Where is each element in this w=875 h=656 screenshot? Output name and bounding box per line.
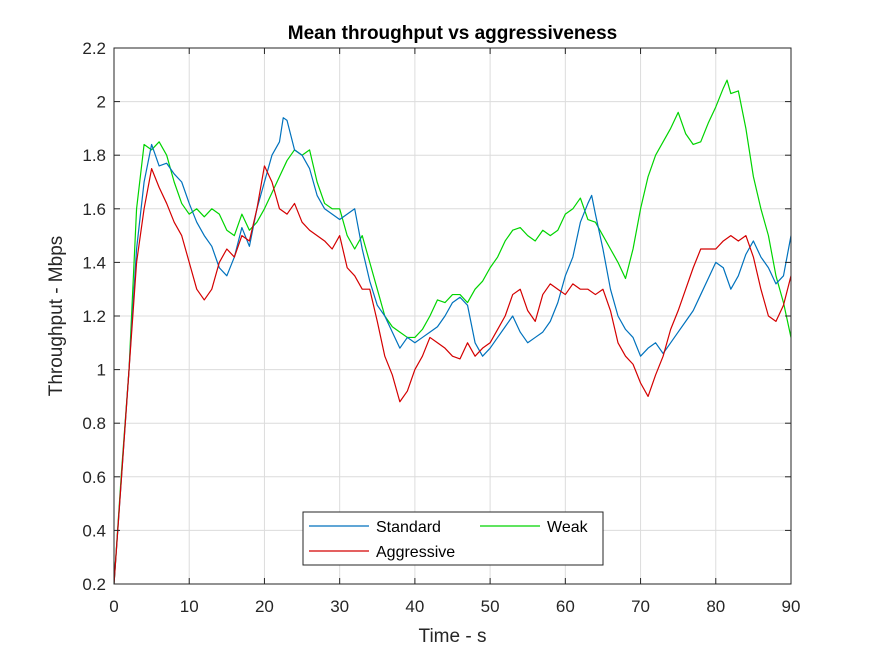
y-tick-label: 1	[97, 361, 106, 380]
x-tick-label: 10	[180, 597, 199, 616]
y-tick-label: 0.4	[82, 521, 106, 540]
y-tick-label: 1.4	[82, 253, 106, 272]
series-line-aggressive	[114, 165, 791, 584]
y-tick-label: 1.2	[82, 307, 106, 326]
legend-label-weak: Weak	[547, 519, 589, 536]
x-tick-label: 80	[706, 597, 725, 616]
y-tick-label: 1.6	[82, 200, 106, 219]
legend: Standard Weak Aggressive	[302, 511, 604, 566]
series-line-weak	[114, 79, 791, 584]
legend-box	[302, 511, 604, 566]
y-axis-label: Throughput - Mbps	[46, 236, 67, 397]
x-tick-label: 30	[330, 597, 349, 616]
x-tick-label: 90	[782, 597, 801, 616]
y-tick-label: 2.2	[82, 39, 106, 58]
chart-title: Mean throughput vs aggressiveness	[288, 23, 617, 44]
x-tick-label: 0	[109, 597, 118, 616]
x-tick-label: 50	[481, 597, 500, 616]
x-tick-label: 40	[405, 597, 424, 616]
y-tick-label: 0.6	[82, 468, 106, 487]
legend-label-standard: Standard	[376, 519, 441, 536]
legend-label-aggressive: Aggressive	[376, 544, 455, 561]
y-tick-label: 1.8	[82, 146, 106, 165]
series-line-standard	[114, 117, 791, 584]
x-tick-label: 70	[631, 597, 650, 616]
ticks: 0 10 20 30 40 50 60 70 80 90 0.2 0.4 0.6 0.8 1 1.2 1.4 1.…	[82, 39, 800, 616]
series-group	[114, 79, 791, 584]
x-tick-label: 60	[556, 597, 575, 616]
y-tick-label: 0.8	[82, 414, 106, 433]
y-tick-label: 0.2	[82, 575, 106, 594]
y-tick-label: 2	[97, 93, 106, 112]
x-axis-label: Time - s	[419, 626, 487, 647]
x-tick-label: 20	[255, 597, 274, 616]
